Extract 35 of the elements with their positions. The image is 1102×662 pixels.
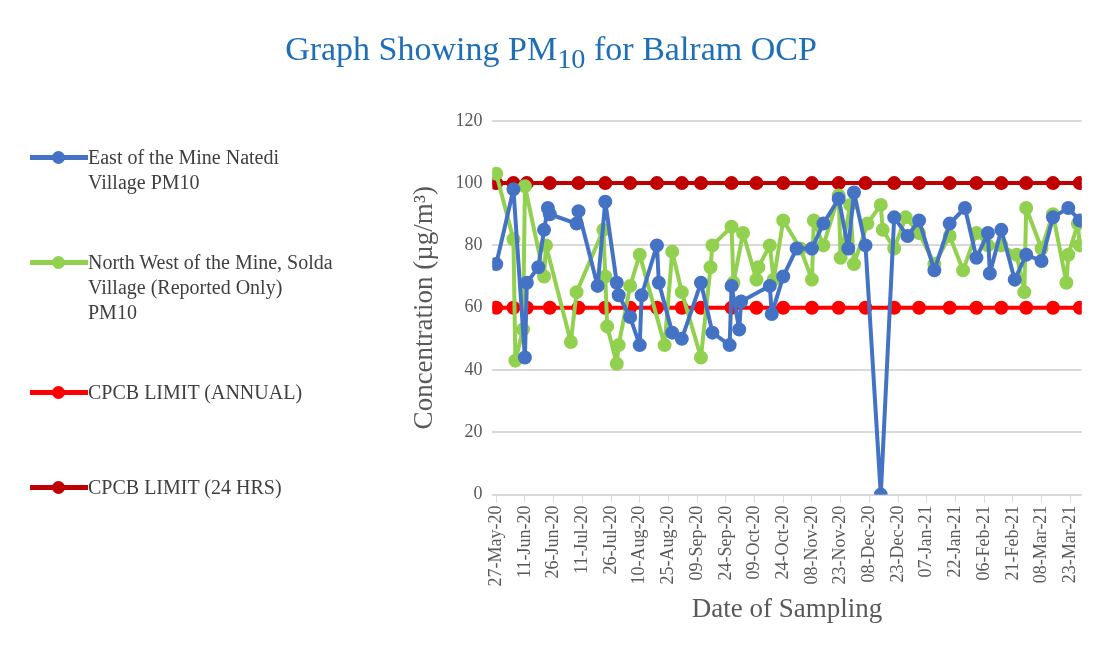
y-tick-label: 40 bbox=[464, 358, 483, 379]
x-tick-label: 25-Aug-20 bbox=[657, 505, 678, 585]
x-tick-label: 09-Oct-20 bbox=[743, 505, 764, 580]
y-axis-title: Concentration (µg/m³) bbox=[408, 186, 439, 430]
x-tick-label: 24-Oct-20 bbox=[771, 505, 792, 580]
x-tick-label: 10-Aug-20 bbox=[628, 505, 649, 585]
y-tick-label: 60 bbox=[464, 296, 483, 317]
legend-label: East of the Mine Natedi Village PM10 bbox=[88, 145, 281, 195]
x-tick-label: 26-Jul-20 bbox=[599, 505, 620, 575]
legend-label: North West of the Mine, Solda Village (Reported Only) PM10 bbox=[88, 250, 333, 325]
x-tick-label: 11-Jun-20 bbox=[513, 505, 534, 578]
x-tick-label: 08-Nov-20 bbox=[800, 505, 821, 585]
y-tick-label: 0 bbox=[473, 483, 483, 504]
x-tick-label: 22-Jan-21 bbox=[944, 505, 965, 578]
y-tick-label: 80 bbox=[464, 234, 483, 255]
x-tick-label: 23-Nov-20 bbox=[829, 505, 850, 585]
x-tick-label: 26-Jun-20 bbox=[542, 505, 563, 579]
y-tick-label: 120 bbox=[455, 109, 483, 130]
legend-label: CPCB LIMIT (ANNUAL) bbox=[88, 380, 304, 405]
x-tick-label: 07-Jan-21 bbox=[915, 505, 936, 578]
x-tick-label: 09-Sep-20 bbox=[685, 505, 706, 581]
x-tick-label: 23-Mar-21 bbox=[1058, 505, 1079, 584]
x-axis-title: Date of Sampling bbox=[691, 592, 883, 623]
x-tick-label: 11-Jul-20 bbox=[571, 505, 592, 574]
y-tick-label: 20 bbox=[464, 421, 483, 442]
x-tick-label: 27-May-20 bbox=[484, 505, 505, 587]
x-tick-label: 08-Mar-21 bbox=[1030, 505, 1051, 584]
y-tick-label: 100 bbox=[455, 171, 483, 192]
legend-label: CPCB LIMIT (24 HRS) bbox=[88, 475, 283, 500]
x-tick-label: 06-Feb-21 bbox=[972, 505, 993, 581]
x-tick-label: 23-Dec-20 bbox=[886, 505, 907, 583]
x-tick-label: 24-Sep-20 bbox=[714, 505, 735, 581]
chart-title: Graph Showing PM$_{10}$ for Balram OCP bbox=[284, 30, 818, 75]
x-tick-label: 21-Feb-21 bbox=[1001, 505, 1022, 581]
x-tick-label: 08-Dec-20 bbox=[858, 505, 879, 583]
